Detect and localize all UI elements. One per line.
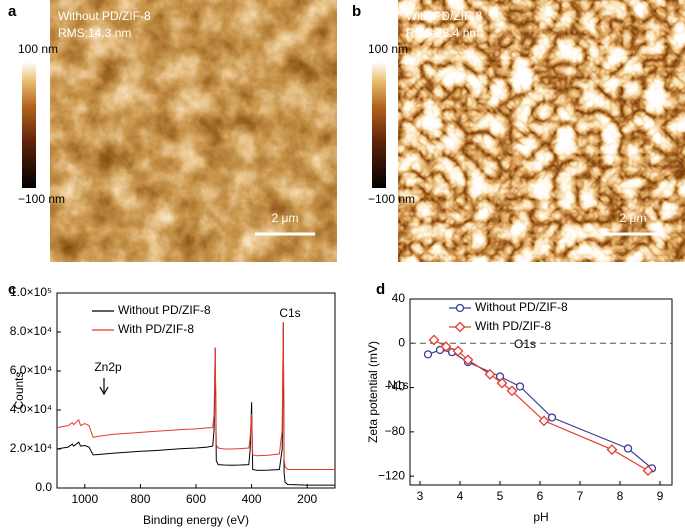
x-tick-label: 7 — [577, 489, 584, 503]
x-tick-label: 1000 — [71, 492, 98, 506]
y-axis-label: Zeta potential (mV) — [366, 341, 380, 443]
image-caption: With PD/ZIF-8 — [406, 9, 482, 23]
y-axis-label: Counts — [12, 371, 26, 409]
color-bar-min: −100 nm — [18, 192, 65, 206]
y-tick-label: 40 — [392, 291, 406, 305]
peak-label: C1s — [279, 306, 300, 320]
data-point — [547, 413, 557, 422]
plot-frame — [409, 298, 673, 486]
x-tick-label: 4 — [457, 489, 464, 503]
data-point — [506, 385, 518, 397]
scale-bar-label: 2 μm — [272, 211, 299, 225]
x-tick-label: 3 — [417, 489, 424, 503]
series-line — [433, 339, 649, 472]
data-point — [454, 321, 466, 333]
legend-label: With PD/ZIF-8 — [475, 319, 551, 333]
series-line — [56, 322, 335, 470]
data-point — [462, 354, 474, 366]
y-tick-label: 1.0×10⁵ — [10, 285, 52, 299]
data-point — [623, 444, 633, 453]
x-axis-label: Binding energy (eV) — [143, 513, 249, 527]
legend-label: With PD/ZIF-8 — [118, 322, 194, 336]
scale-bar-label: 2 μm — [620, 211, 647, 225]
series-line — [427, 349, 653, 469]
x-tick-label: 9 — [657, 489, 664, 503]
data-point — [423, 350, 433, 359]
color-bar-max: 100 nm — [18, 42, 58, 56]
color-bar-min: −100 nm — [368, 192, 415, 206]
x-tick-label: 800 — [130, 492, 150, 506]
y-tick-label: −40 — [385, 380, 406, 394]
data-point — [538, 415, 550, 427]
data-point — [455, 303, 465, 313]
data-point — [515, 382, 525, 391]
data-point — [440, 341, 452, 353]
color-bar — [372, 62, 386, 188]
data-point — [484, 368, 496, 380]
plot-frame — [56, 292, 336, 489]
legend-label: Without PD/ZIF-8 — [475, 300, 568, 314]
afm-image — [50, 0, 337, 262]
x-tick-label: 6 — [537, 489, 544, 503]
data-point — [435, 345, 445, 355]
legend-label: Without PD/ZIF-8 — [118, 303, 211, 317]
data-point — [452, 345, 464, 357]
data-point — [496, 377, 508, 389]
y-tick-label: 0 — [398, 335, 405, 349]
color-bar — [22, 62, 36, 188]
panel-label: c — [8, 281, 16, 298]
y-tick-label: −120 — [378, 468, 405, 482]
peak-label: Zn2p — [94, 360, 122, 374]
x-tick-label: 200 — [297, 492, 317, 506]
peak-label: N1s — [387, 378, 408, 392]
y-tick-label: 0.0 — [35, 480, 52, 494]
x-tick-label: 8 — [617, 489, 624, 503]
x-axis-label: pH — [533, 510, 548, 524]
image-caption: Without PD/ZIF-8 — [58, 9, 151, 23]
image-rms: RMS:28.4 nm — [406, 26, 479, 40]
panel-label: a — [8, 3, 17, 20]
y-tick-label: 6.0×10⁴ — [10, 363, 52, 377]
x-tick-label: 600 — [186, 492, 206, 506]
x-tick-label: 400 — [242, 492, 262, 506]
y-tick-label: −80 — [385, 424, 406, 438]
series-line — [56, 322, 335, 486]
panel-label: d — [376, 281, 385, 298]
y-tick-label: 4.0×10⁴ — [10, 402, 52, 416]
data-point — [642, 465, 654, 477]
y-tick-label: 8.0×10⁴ — [10, 324, 52, 338]
peak-label: O1s — [514, 337, 536, 351]
data-point — [428, 334, 440, 346]
x-tick-label: 5 — [497, 489, 504, 503]
panel-label: b — [352, 3, 361, 20]
data-point — [606, 444, 618, 455]
color-bar-max: 100 nm — [368, 42, 408, 56]
image-rms: RMS:14.3 nm — [58, 26, 131, 40]
afm-image — [398, 0, 685, 262]
y-tick-label: 2.0×10⁴ — [10, 441, 52, 455]
arrow — [99, 378, 109, 396]
